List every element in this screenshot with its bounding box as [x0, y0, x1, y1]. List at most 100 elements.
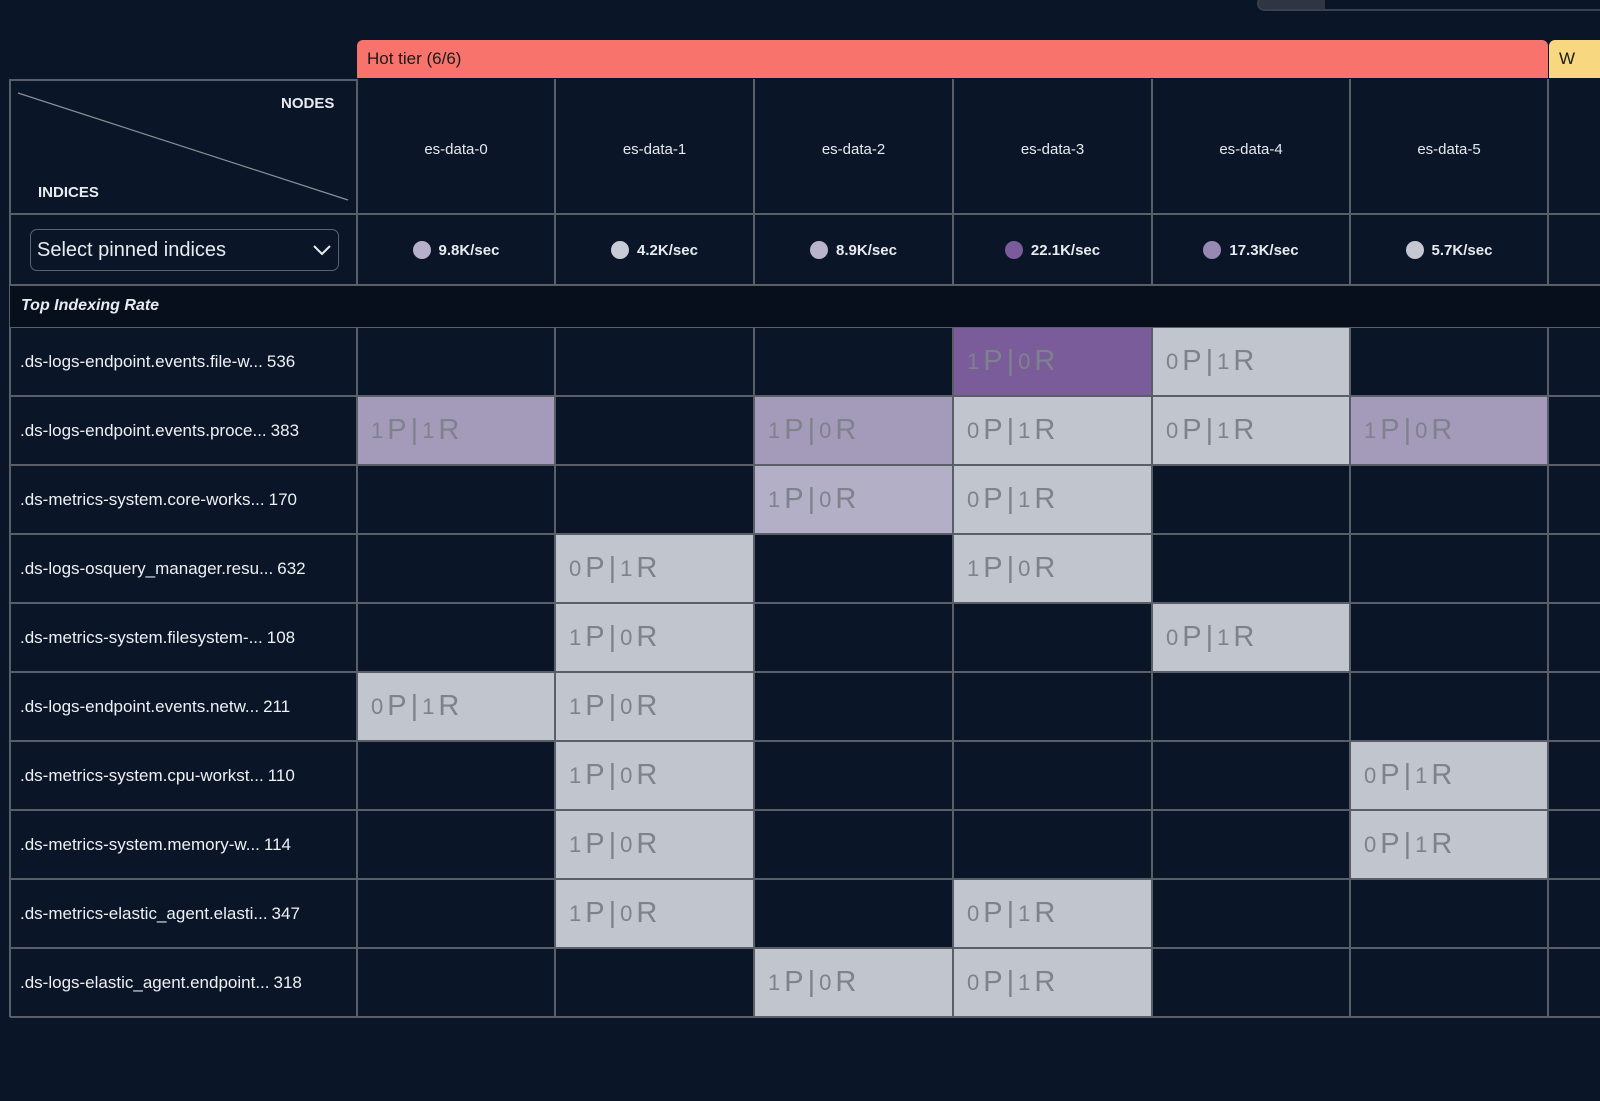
- shard-type-label: R: [636, 552, 662, 584]
- shard-count: 0: [967, 969, 984, 995]
- shard-type-label: |: [1205, 621, 1218, 653]
- shard-count: 1: [1018, 969, 1035, 995]
- shard-count: 0: [620, 624, 637, 650]
- node-header[interactable]: es-data-4: [1219, 141, 1283, 158]
- node-header[interactable]: es-data-5: [1417, 141, 1481, 158]
- node-header[interactable]: es-data-0: [424, 141, 488, 158]
- index-row-label[interactable]: .ds-logs-osquery_manager.resu... 632: [10, 534, 357, 603]
- grid-line: [10, 284, 1600, 286]
- shard-count: 1: [422, 417, 439, 443]
- shard-type-label: |: [608, 552, 621, 584]
- shard-type-label: R: [1034, 897, 1060, 929]
- shard-count: 1: [1415, 762, 1432, 788]
- horizontal-scrollbar[interactable]: [1257, 0, 1600, 11]
- shard-type-label: R: [1034, 483, 1060, 515]
- corner-diagonal: [17, 92, 349, 201]
- shard-count: 0: [1364, 762, 1381, 788]
- index-row-label[interactable]: .ds-metrics-system.memory-w... 114: [10, 810, 357, 879]
- index-row-label[interactable]: .ds-metrics-elastic_agent.elasti... 347: [10, 879, 357, 948]
- index-shard-count: 318: [273, 972, 302, 992]
- shard-type-label: |: [608, 828, 621, 860]
- shard-type-label: P: [585, 690, 609, 722]
- shard-type-label: P: [784, 414, 808, 446]
- shard-type-label: |: [1006, 552, 1019, 584]
- index-name: .ds-logs-endpoint.events.proce...: [20, 420, 267, 440]
- shard-count: 0: [819, 486, 836, 512]
- shard-type-label: P: [1182, 621, 1206, 653]
- index-shard-count: 536: [266, 351, 296, 371]
- index-row-label[interactable]: .ds-logs-elastic_agent.endpoint... 318: [10, 948, 357, 1017]
- shard-type-label: P: [585, 552, 609, 584]
- index-shard-count: 211: [263, 696, 291, 716]
- shard-type-label: |: [410, 414, 423, 446]
- shard-type-label: R: [438, 690, 464, 722]
- shard-count: 1: [768, 969, 785, 995]
- shard-count: 1: [620, 555, 637, 581]
- index-row-label[interactable]: .ds-logs-endpoint.events.proce... 383: [10, 396, 357, 465]
- shard-count: 0: [1364, 831, 1381, 857]
- shard-count: 1: [569, 693, 586, 719]
- index-row-label[interactable]: .ds-metrics-system.filesystem-... 108: [10, 603, 357, 672]
- shard-count: 1: [1018, 417, 1035, 443]
- shard-type-label: |: [608, 621, 621, 653]
- index-row-label[interactable]: .ds-logs-endpoint.events.netw... 211: [10, 672, 357, 741]
- shard-type-label: |: [608, 897, 621, 929]
- hot-tier-header: Hot tier (6/6): [357, 40, 1548, 78]
- grid-line: [1151, 79, 1153, 1017]
- rate-indicator-dot-icon: [1203, 241, 1222, 259]
- pinned-indices-select[interactable]: Select pinned indices: [30, 229, 339, 271]
- shard-count: 0: [620, 693, 637, 719]
- grid-line: [10, 671, 1600, 673]
- shard-type-label: |: [1403, 414, 1416, 446]
- index-row-label[interactable]: .ds-logs-endpoint.events.file-w... 536: [10, 327, 357, 396]
- grid-line: [10, 79, 358, 81]
- node-header[interactable]: es-data-3: [1020, 141, 1085, 158]
- rate-value: 8.9K/sec: [836, 241, 897, 259]
- index-row-label[interactable]: .ds-metrics-system.core-works... 170: [10, 465, 357, 534]
- scrollbar-thumb[interactable]: [1259, 0, 1325, 9]
- grid-line: [10, 602, 1600, 604]
- shard-type-label: P: [585, 828, 609, 860]
- shard-type-label: R: [1034, 414, 1060, 446]
- shard-type-label: |: [807, 414, 820, 446]
- shard-type-label: P: [1380, 759, 1404, 791]
- shard-count: 0: [1018, 555, 1035, 581]
- node-header[interactable]: es-data-1: [622, 141, 687, 158]
- rate-indicator-dot-icon: [412, 241, 431, 259]
- index-row-label[interactable]: .ds-metrics-system.cpu-workst... 110: [10, 741, 357, 810]
- grid-line: [753, 79, 755, 1017]
- index-shard-count: 170: [268, 489, 298, 509]
- shard-count: 1: [1018, 900, 1035, 926]
- index-shard-count: 632: [277, 558, 306, 578]
- shard-count: 0: [967, 900, 984, 926]
- shard-count: 0: [371, 693, 388, 719]
- index-name: .ds-metrics-system.cpu-workst...: [20, 765, 264, 785]
- node-header[interactable]: es-data-2: [821, 141, 886, 158]
- shard-count: 1: [1217, 348, 1234, 374]
- shard-type-label: |: [1006, 414, 1019, 446]
- rate-value: 9.8K/sec: [438, 241, 500, 259]
